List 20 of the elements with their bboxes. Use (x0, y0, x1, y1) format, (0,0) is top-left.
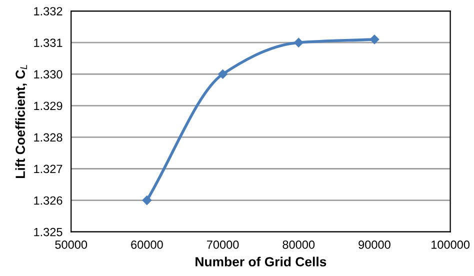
x-tick-label: 70000 (206, 240, 239, 249)
x-tick-label: 90000 (358, 240, 390, 249)
x-tick-label: 100000 (432, 240, 470, 249)
y-tick-label: 1.325 (34, 228, 62, 236)
y-tick-label: 1.331 (34, 38, 62, 47)
x-tick-label: 80000 (282, 240, 315, 249)
x-tick-label: 60000 (131, 240, 163, 249)
point (294, 38, 304, 48)
y-tick-label: 1.329 (34, 102, 62, 110)
y-tick-label: 1.326 (34, 196, 62, 205)
y-tick-label: 1.328 (34, 133, 62, 142)
y-tick-label: 1.327 (34, 164, 62, 174)
x-axis-title: Number of Grid Cells (196, 256, 326, 266)
point (218, 70, 228, 79)
y-axis-title: Lift Coefficient, C$_{L}$ (15, 64, 28, 178)
point (142, 196, 152, 205)
point (370, 34, 380, 44)
y-tick-label: 1.332 (34, 7, 62, 16)
x-tick-label: 50000 (55, 240, 88, 249)
y-tick-label: 1.330 (34, 70, 62, 79)
